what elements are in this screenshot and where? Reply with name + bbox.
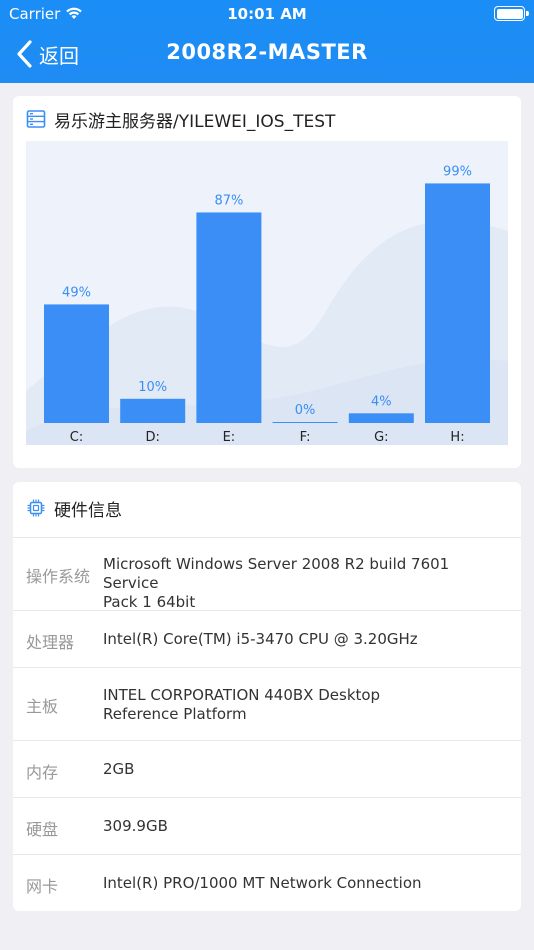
- row-key: 内存: [26, 763, 59, 782]
- row-value-line: Intel(R) Core(TM) i5-3470 CPU @ 3.20GHz: [103, 630, 418, 648]
- row-value: Intel(R) PRO/1000 MT Network Connection: [103, 874, 508, 893]
- row-value-line: Intel(R) PRO/1000 MT Network Connection: [103, 874, 422, 892]
- bar-h: [425, 183, 490, 423]
- row-key: 网卡: [26, 877, 59, 896]
- chip-icon: [27, 499, 45, 517]
- hardware-row-cpu: 处理器 Intel(R) Core(TM) i5-3470 CPU @ 3.20…: [13, 610, 521, 667]
- hardware-row-os: 操作系统 Microsoft Windows Server 2008 R2 bu…: [13, 537, 521, 612]
- hardware-row-motherboard: 主板 INTEL CORPORATION 440BX Desktop Refer…: [13, 667, 521, 740]
- row-value-line: INTEL CORPORATION 440BX Desktop: [103, 686, 381, 704]
- disk-usage-chart: 49% C: 10% D: 87% E: 0% F: 4% G: 99% H:: [26, 141, 508, 445]
- row-value-line: Reference Platform: [103, 705, 247, 723]
- wifi-icon: [66, 7, 82, 19]
- page-title: 2008R2-MASTER: [166, 40, 368, 64]
- bar-d: [120, 398, 186, 423]
- hardware-row-disk: 硬盘 309.9GB: [13, 797, 521, 854]
- hardware-row-memory: 内存 2GB: [13, 740, 521, 797]
- bar-c: [44, 304, 109, 423]
- hardware-info-list: 操作系统 Microsoft Windows Server 2008 R2 bu…: [13, 537, 521, 911]
- bar-f: [272, 422, 338, 423]
- category-label: E:: [223, 430, 236, 445]
- row-value: Intel(R) Core(TM) i5-3470 CPU @ 3.20GHz: [103, 630, 508, 649]
- category-label: H:: [450, 430, 464, 445]
- back-label: 返回: [39, 43, 79, 68]
- bar-value-label: 10%: [138, 380, 167, 395]
- back-button[interactable]: 返回: [14, 38, 79, 70]
- carrier-label: Carrier: [9, 5, 61, 23]
- disk-card-title: 易乐游主服务器/YILEWEI_IOS_TEST: [54, 111, 336, 132]
- hardware-row-network: 网卡 Intel(R) PRO/1000 MT Network Connecti…: [13, 854, 521, 911]
- disk-card-header: 易乐游主服务器/YILEWEI_IOS_TEST: [26, 108, 336, 132]
- row-value: 2GB: [103, 760, 508, 779]
- row-value: Microsoft Windows Server 2008 R2 build 7…: [103, 555, 508, 612]
- disk-usage-card: 易乐游主服务器/YILEWEI_IOS_TEST 49% C: 10% D: 87% E:…: [13, 96, 521, 468]
- chevron-left-icon: [17, 40, 32, 68]
- row-key: 处理器: [26, 633, 75, 652]
- row-value: INTEL CORPORATION 440BX Desktop Referenc…: [103, 686, 508, 724]
- battery-icon: [494, 6, 529, 21]
- category-label: G:: [374, 430, 388, 445]
- bar-g: [348, 413, 414, 423]
- hardware-card-header: 硬件信息: [26, 496, 122, 521]
- row-value-line: 309.9GB: [103, 817, 168, 835]
- status-bar: Carrier 10:01 AM: [0, 0, 534, 28]
- bar-value-label: 87%: [214, 193, 243, 208]
- bar-value-label: 4%: [371, 394, 392, 409]
- category-label: C:: [70, 430, 83, 445]
- nav-bar: Carrier 10:01 AM 返回 2008R2-MASTER: [0, 0, 534, 83]
- category-label: F:: [300, 430, 311, 445]
- hardware-info-card: 硬件信息 操作系统 Microsoft Windows Server 2008 …: [13, 482, 521, 911]
- row-value: 309.9GB: [103, 817, 508, 836]
- bar-value-label: 0%: [295, 403, 316, 418]
- row-value-line: Microsoft Windows Server 2008 R2 build 7…: [103, 555, 450, 592]
- category-label: D:: [146, 430, 160, 445]
- row-value-line: Pack 1 64bit: [103, 593, 196, 611]
- hardware-card-title: 硬件信息: [54, 500, 122, 521]
- bar-value-label: 99%: [443, 164, 472, 179]
- row-key: 主板: [26, 697, 59, 716]
- server-icon: [26, 110, 46, 128]
- row-value-line: 2GB: [103, 760, 135, 778]
- bar-e: [196, 212, 262, 423]
- row-key: 硬盘: [26, 820, 59, 839]
- row-key: 操作系统: [26, 567, 91, 586]
- bar-value-label: 49%: [62, 285, 91, 300]
- clock: 10:01 AM: [227, 5, 307, 23]
